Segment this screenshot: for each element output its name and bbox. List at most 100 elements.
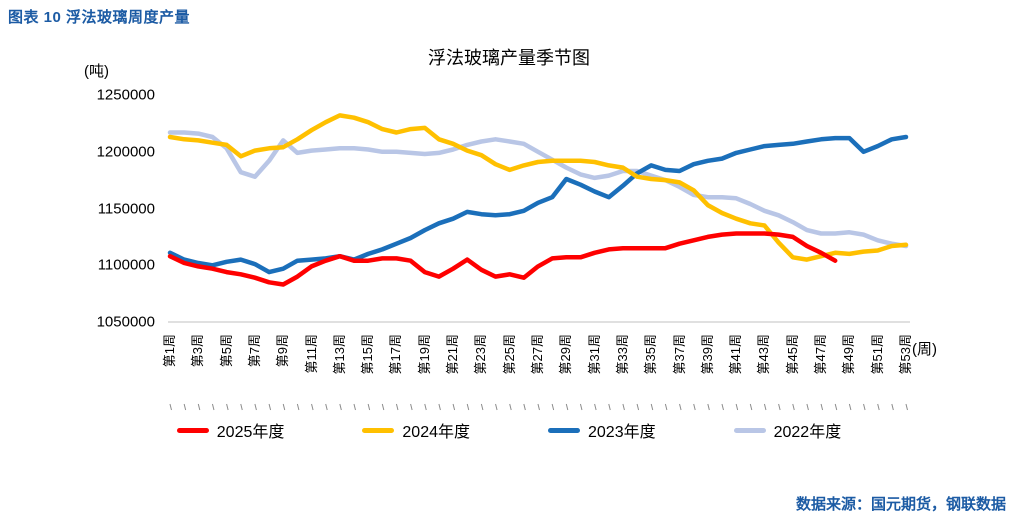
x-tick-label: 第29周 [558, 334, 574, 375]
x-axis-tick-mark [410, 403, 413, 411]
series-line-2025年度 [167, 231, 838, 287]
x-tick-label: 第47周 [813, 334, 829, 375]
x-axis-tick-mark [480, 403, 484, 411]
x-axis-tick-mark [211, 403, 215, 411]
x-tick-label: 第9周 [275, 334, 291, 368]
x-tick-label: 第5周 [218, 334, 234, 368]
legend-swatch [733, 427, 766, 433]
y-tick-label: 1250000 [96, 86, 155, 104]
chart-legend: 2025年度 2024年度 2023年度 2022年度 [0, 418, 1018, 442]
legend-swatch [176, 427, 209, 433]
x-axis-tick-mark [438, 403, 441, 411]
x-tick-label: 第37周 [671, 334, 687, 375]
x-tick-label: 第51周 [869, 334, 885, 375]
x-axis-tick-mark [891, 403, 894, 411]
x-axis-tick-mark [523, 403, 526, 411]
series-line-2023年度 [167, 134, 909, 275]
x-axis-tick-mark [679, 403, 682, 411]
x-tick-label: 第39周 [699, 334, 715, 375]
x-axis-tick-mark [339, 403, 342, 411]
x-tick-label: 第33周 [614, 334, 630, 375]
x-axis-tick-mark [707, 403, 710, 411]
x-axis-tick-mark [594, 403, 597, 411]
x-axis-tick-mark [240, 403, 243, 411]
legend-item: 2025年度 [176, 418, 285, 442]
x-tick-label: 第15周 [360, 334, 376, 375]
x-axis-tick-mark [608, 403, 611, 411]
legend-label: 2023年度 [588, 424, 656, 441]
x-tick-label: 第13周 [331, 334, 347, 375]
x-axis-tick-mark [395, 403, 399, 411]
x-axis-tick-mark [325, 403, 328, 411]
x-axis-unit-label: (周) [912, 341, 937, 358]
x-axis-tick-mark [197, 403, 201, 411]
x-tick-label: 第19周 [416, 334, 432, 375]
x-tick-label: 第11周 [303, 334, 319, 374]
x-tick-label: 第35周 [643, 334, 659, 375]
x-axis-tick-mark [905, 403, 908, 411]
series-line-2022年度 [167, 130, 909, 249]
y-tick-label: 1100000 [97, 256, 155, 274]
data-source-note: 数据来源：国元期货，钢联数据 [795, 496, 1006, 513]
x-axis-tick-mark [169, 403, 172, 411]
x-axis-tick-mark [466, 403, 470, 411]
x-tick-label: 第31周 [586, 334, 602, 375]
legend-label: 2022年度 [773, 424, 842, 441]
x-tick-label: 第49周 [841, 334, 857, 375]
x-axis-tick-mark [664, 403, 668, 411]
x-axis-tick-mark [834, 403, 838, 411]
y-axis-unit-label: (吨) [84, 63, 109, 80]
x-axis-tick-mark [381, 403, 385, 411]
y-tick-label: 1150000 [97, 200, 155, 217]
x-axis-tick-mark [749, 403, 753, 411]
x-axis-tick-mark [792, 403, 795, 411]
x-axis-tick-mark [551, 403, 555, 411]
y-tick-label: 1050000 [96, 313, 155, 331]
x-axis-tick-mark [565, 403, 569, 411]
x-axis-tick-mark [820, 403, 824, 411]
x-axis-tick-mark [367, 403, 371, 411]
x-axis-tick-mark [537, 403, 540, 411]
x-axis-tick-mark [268, 403, 272, 411]
legend-swatch [548, 427, 580, 433]
x-axis-tick-mark [509, 403, 512, 411]
x-tick-label: 第1周 [162, 334, 177, 368]
x-tick-label: 第43周 [756, 334, 772, 375]
x-axis-tick-mark [495, 403, 498, 411]
legend-item: 2022年度 [733, 418, 842, 442]
x-axis-tick-mark [579, 403, 583, 411]
x-axis-tick-mark [353, 403, 356, 411]
x-tick-label: 第17周 [388, 334, 404, 375]
x-axis-tick-mark [636, 403, 640, 411]
x-axis-tick-mark [296, 403, 300, 411]
x-axis-tick-mark [311, 403, 314, 411]
x-tick-label: 第23周 [473, 334, 489, 375]
x-axis-tick-mark [622, 403, 625, 411]
y-tick-label: 1200000 [96, 143, 155, 161]
x-tick-label: 第7周 [246, 334, 262, 368]
x-axis-tick-mark [183, 403, 187, 411]
x-axis-tick-mark [226, 403, 229, 411]
x-axis-tick-mark [254, 403, 257, 411]
x-axis-tick-mark [877, 403, 880, 411]
legend-item: 2024年度 [362, 418, 470, 442]
x-axis-tick-mark [282, 403, 286, 411]
x-tick-label: 第27周 [530, 334, 545, 375]
x-tick-label: 第3周 [190, 334, 206, 368]
x-axis-tick-mark [863, 403, 866, 411]
x-axis-tick-mark [735, 403, 739, 411]
x-axis-tick-mark [424, 403, 427, 411]
x-axis-tick-mark [763, 403, 767, 411]
x-axis-tick-mark [650, 403, 654, 411]
x-tick-label: 第45周 [784, 334, 800, 375]
x-axis-tick-mark [452, 403, 456, 411]
x-axis-tick-mark [721, 403, 724, 411]
legend-label: 2024年度 [402, 424, 470, 441]
figure-caption: 图表 10 浮法玻璃周度产量 [8, 9, 191, 26]
legend-label: 2025年度 [216, 424, 285, 441]
series-line-2024年度 [167, 113, 909, 262]
x-tick-label: 第53周 [898, 334, 913, 375]
legend-swatch [362, 427, 395, 433]
